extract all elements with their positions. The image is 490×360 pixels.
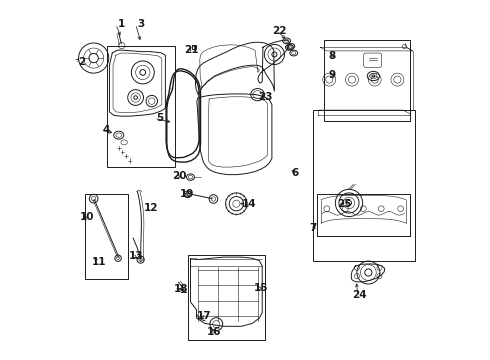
Text: 16: 16 bbox=[207, 327, 221, 337]
Text: 7: 7 bbox=[309, 224, 316, 233]
Text: 14: 14 bbox=[242, 199, 256, 210]
Text: 25: 25 bbox=[338, 199, 352, 209]
Text: 12: 12 bbox=[144, 203, 158, 213]
Text: 3: 3 bbox=[137, 19, 145, 29]
Text: 20: 20 bbox=[172, 171, 187, 181]
Text: 5: 5 bbox=[156, 113, 163, 123]
Text: 21: 21 bbox=[184, 45, 198, 55]
Text: 23: 23 bbox=[258, 92, 272, 102]
Text: 8: 8 bbox=[329, 51, 336, 61]
Text: 6: 6 bbox=[291, 168, 298, 178]
Text: 18: 18 bbox=[174, 284, 189, 294]
Text: 11: 11 bbox=[92, 257, 106, 267]
Text: 2: 2 bbox=[78, 57, 85, 67]
Text: 4: 4 bbox=[102, 125, 110, 135]
Text: 24: 24 bbox=[353, 291, 367, 301]
Text: 15: 15 bbox=[254, 283, 268, 293]
Text: 22: 22 bbox=[272, 26, 286, 36]
Text: 17: 17 bbox=[196, 311, 211, 321]
Text: 9: 9 bbox=[329, 70, 336, 80]
Text: 19: 19 bbox=[180, 189, 194, 199]
Text: 1: 1 bbox=[118, 19, 125, 29]
Text: 13: 13 bbox=[128, 251, 143, 261]
Text: 10: 10 bbox=[79, 212, 94, 222]
